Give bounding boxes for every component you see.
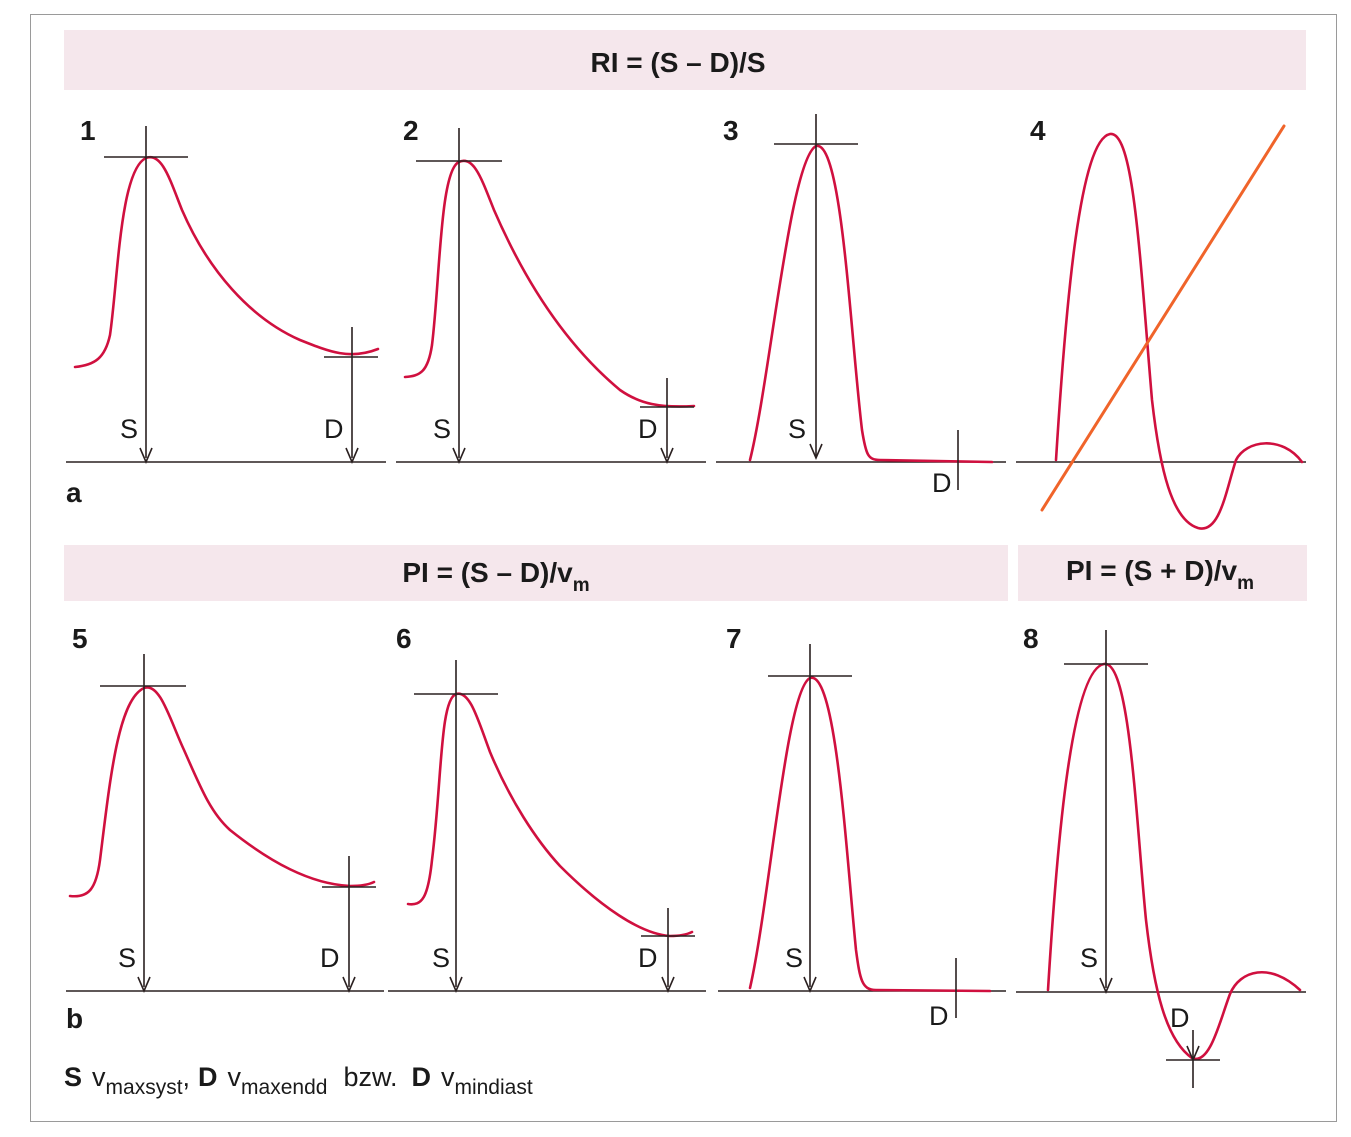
legend-s-bold: S	[64, 1062, 82, 1092]
row-label-a: a	[66, 477, 82, 508]
d-arrowhead	[342, 976, 356, 994]
s-label: S	[788, 414, 806, 444]
waveform-curve	[403, 159, 696, 408]
d-label: D	[1170, 1003, 1190, 1033]
d-arrowhead	[345, 447, 359, 465]
s-label: S	[432, 943, 450, 973]
pi-sum-formula: PI = (S + D)/vm	[1066, 555, 1254, 594]
s-label: S	[1080, 943, 1098, 973]
pi-diff-header-band	[64, 545, 1008, 601]
panel-4: 4	[1016, 115, 1306, 530]
ri-header-band	[64, 30, 1306, 90]
d-label: D	[638, 414, 658, 444]
d-label: D	[932, 468, 952, 498]
pi-sum-header-band	[1018, 545, 1307, 601]
panel-1: 1 S D	[66, 115, 386, 465]
panel-number: 1	[80, 115, 96, 146]
s-arrowhead	[139, 447, 153, 465]
panel-6: 6 S D	[388, 623, 706, 994]
s-label: S	[118, 943, 136, 973]
waveform-curve	[748, 144, 994, 464]
d-arrowhead	[660, 447, 674, 465]
panel-number: 2	[403, 115, 419, 146]
waveform-curve	[748, 676, 992, 993]
panel-number: 5	[72, 623, 88, 654]
s-arrowhead	[137, 976, 151, 994]
pi-diff-formula: PI = (S – D)/vm	[402, 557, 589, 596]
panel-2: 2 S D	[396, 115, 706, 465]
s-label: S	[433, 414, 451, 444]
d-label: D	[638, 943, 658, 973]
waveform-curve	[1046, 662, 1302, 1061]
d-label: D	[929, 1001, 949, 1031]
panel-number: 3	[723, 115, 739, 146]
panel-5: 5 S D	[66, 623, 384, 994]
s-label: S	[120, 414, 138, 444]
slope-line	[1040, 124, 1286, 512]
s-label: S	[785, 943, 803, 973]
panel-number: 6	[396, 623, 412, 654]
panel-number: 4	[1030, 115, 1046, 146]
waveform-curve	[73, 155, 380, 369]
d-label: D	[320, 943, 340, 973]
s-arrowhead	[809, 443, 823, 461]
row-label-b: b	[66, 1003, 83, 1034]
s-arrowhead	[803, 976, 817, 994]
waveform-curve	[1054, 132, 1304, 530]
panel-7: 7 S D	[718, 623, 1006, 1031]
s-arrowhead	[452, 447, 466, 465]
waveform-curve	[68, 686, 376, 898]
legend-d-bold: D	[198, 1062, 218, 1092]
ri-formula: RI = (S – D)/S	[590, 47, 765, 78]
waveform-curve	[406, 692, 694, 938]
s-arrowhead	[449, 976, 463, 994]
d-label: D	[324, 414, 344, 444]
figure-frame	[30, 14, 1337, 1122]
legend-d2-bold: D	[411, 1062, 431, 1092]
panel-3: 3 S D	[716, 114, 1006, 498]
s-arrowhead	[1099, 977, 1113, 995]
panel-8: 8 S D	[1016, 623, 1306, 1088]
panel-number: 8	[1023, 623, 1039, 654]
d-arrowhead	[661, 976, 675, 994]
panel-number: 7	[726, 623, 742, 654]
